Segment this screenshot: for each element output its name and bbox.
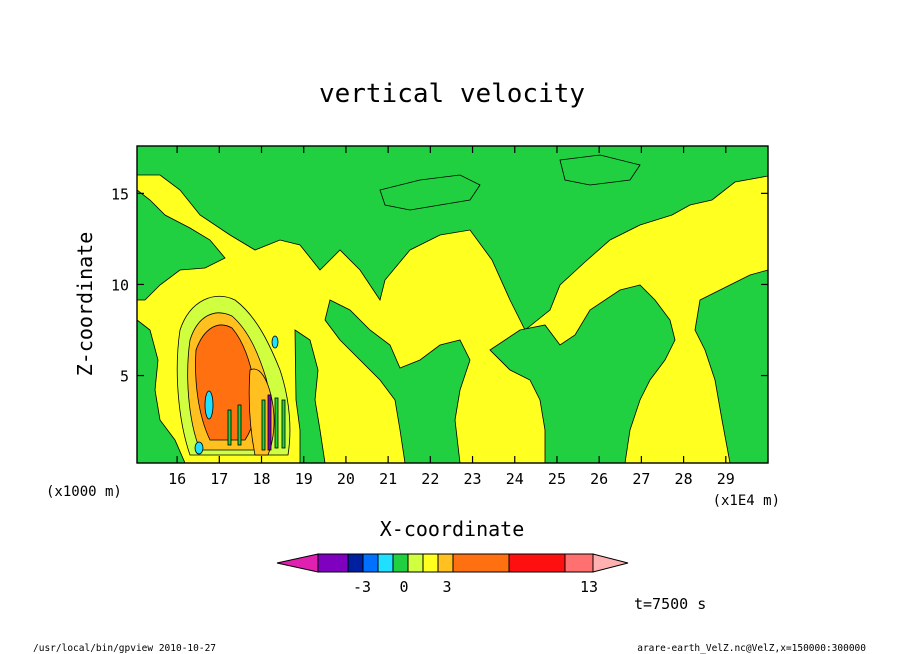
- x-tick-label: 18: [252, 470, 270, 488]
- colorbar-label: -3: [353, 578, 371, 596]
- x-tick-label: 29: [717, 470, 735, 488]
- colorbar-label: 13: [580, 578, 598, 596]
- x-tick-label: 20: [337, 470, 355, 488]
- colorbar-high-arrow: [592, 553, 629, 573]
- x-unit-right: (x1E4 m): [713, 493, 780, 509]
- x-tick-label: 16: [168, 470, 186, 488]
- x-axis-title: X-coordinate: [380, 517, 525, 541]
- downdraft-cells: [194, 335, 279, 455]
- colorbar-low-arrow: [276, 553, 319, 573]
- footer-right: arare-earth_VelZ.nc@VelZ,x=150000:300000: [637, 643, 866, 654]
- y-tick-label: 15: [111, 185, 129, 203]
- colorbar-box: [362, 553, 379, 573]
- x-tick-label: 22: [421, 470, 439, 488]
- y-axis-title: Z-coordinate: [73, 232, 97, 377]
- x-tick-label: 21: [379, 470, 397, 488]
- colorbar-box: [508, 553, 566, 573]
- colorbar-box: [437, 553, 454, 573]
- x-tick-label: 27: [632, 470, 650, 488]
- y-tick-label: 5: [120, 368, 129, 386]
- time-label: t=7500 s: [634, 595, 706, 613]
- x-tick-label: 26: [590, 470, 608, 488]
- velocity-contour-field: [137, 146, 768, 463]
- x-axis: 16 17 18 19 20 21 22 23 24 25 26 27 28 29: [168, 146, 735, 488]
- chart-title: vertical velocity: [319, 79, 585, 109]
- x-tick-label: 28: [675, 470, 693, 488]
- colorbar-label: 3: [442, 578, 451, 596]
- colorbar-box: [392, 553, 409, 573]
- x-tick-label: 23: [464, 470, 482, 488]
- x-unit-left: (x1000 m): [46, 484, 122, 500]
- colorbar-labels: -3 0 3 13: [353, 578, 598, 596]
- colorbar: [276, 553, 629, 573]
- x-tick-label: 25: [548, 470, 566, 488]
- streak-cells: [227, 394, 286, 451]
- colorbar-box: [422, 553, 439, 573]
- colorbar-box: [564, 553, 594, 573]
- y-tick-label: 10: [111, 276, 129, 294]
- colorbar-box: [452, 553, 510, 573]
- colorbar-box: [317, 553, 349, 573]
- x-tick-label: 24: [506, 470, 524, 488]
- colorbar-box: [347, 553, 364, 573]
- colorbar-box: [377, 553, 394, 573]
- y-axis: 5 10 15: [111, 185, 768, 386]
- x-tick-label: 19: [295, 470, 313, 488]
- colorbar-box: [407, 553, 424, 573]
- x-tick-label: 17: [210, 470, 228, 488]
- plot-frame: [136, 145, 769, 464]
- green-regions: [137, 146, 768, 463]
- footer-left: /usr/local/bin/gpview 2010-10-27: [33, 643, 216, 654]
- colorbar-label: 0: [399, 578, 408, 596]
